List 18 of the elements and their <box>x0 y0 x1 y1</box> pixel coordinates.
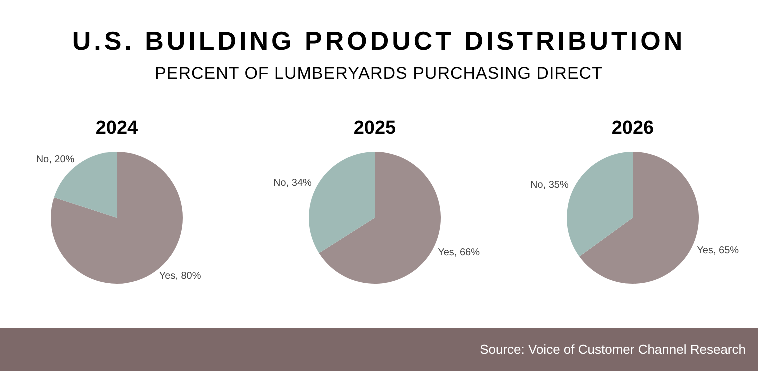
chart-title: 2025 <box>352 118 398 141</box>
source-note: Source: Voice of Customer Channel Research <box>480 342 746 357</box>
slice-label: Yes <box>159 271 176 282</box>
chart-title: 2024 <box>94 118 140 141</box>
text: U.S. BUILDING PRODUCT DISTRIBUTION <box>71 26 687 57</box>
data-label: , 35% <box>543 180 569 192</box>
slice-label: Yes <box>438 247 454 258</box>
slice-label: No <box>530 180 544 192</box>
slice-label: Yes <box>697 245 714 256</box>
data-label: , 20% <box>49 154 75 166</box>
data-label: , 65% <box>713 245 740 256</box>
chart-title: 2026 <box>610 118 656 141</box>
slice-label: No <box>36 154 50 166</box>
slice-label: No <box>274 178 287 190</box>
text: PERCENT OF LUMBERYARDS PURCHASING DIRECT <box>154 64 604 84</box>
data-label: , 66% <box>454 247 480 258</box>
data-label: , 34% <box>286 178 312 190</box>
data-label: , 80% <box>176 271 202 282</box>
